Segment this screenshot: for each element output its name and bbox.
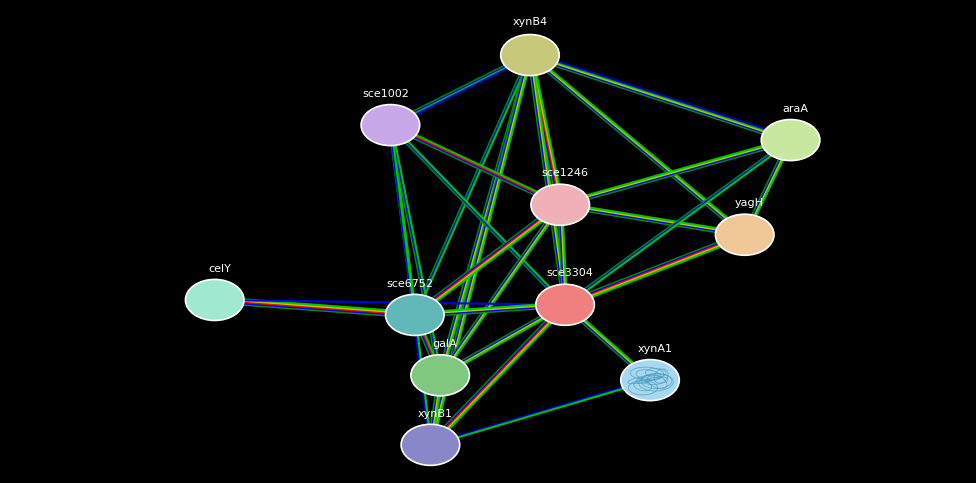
Text: xynB1: xynB1 (418, 409, 453, 418)
Text: sce6752: sce6752 (386, 279, 433, 289)
Text: galA: galA (432, 339, 458, 349)
Ellipse shape (715, 214, 774, 255)
Ellipse shape (411, 355, 469, 396)
Text: sce1246: sce1246 (542, 169, 589, 179)
Ellipse shape (386, 295, 444, 336)
Text: sce1002: sce1002 (362, 89, 409, 99)
Ellipse shape (361, 105, 420, 146)
Ellipse shape (621, 359, 679, 401)
Ellipse shape (536, 284, 594, 326)
Text: celY: celY (208, 264, 231, 273)
Text: yagH: yagH (735, 199, 764, 209)
Ellipse shape (501, 35, 559, 76)
Ellipse shape (531, 184, 590, 225)
Text: araA: araA (783, 104, 808, 114)
Text: sce3304: sce3304 (547, 269, 593, 278)
Ellipse shape (401, 424, 460, 466)
Ellipse shape (761, 119, 820, 160)
Ellipse shape (185, 279, 244, 321)
Text: xynA1: xynA1 (637, 344, 672, 354)
Text: xynB4: xynB4 (512, 17, 548, 27)
